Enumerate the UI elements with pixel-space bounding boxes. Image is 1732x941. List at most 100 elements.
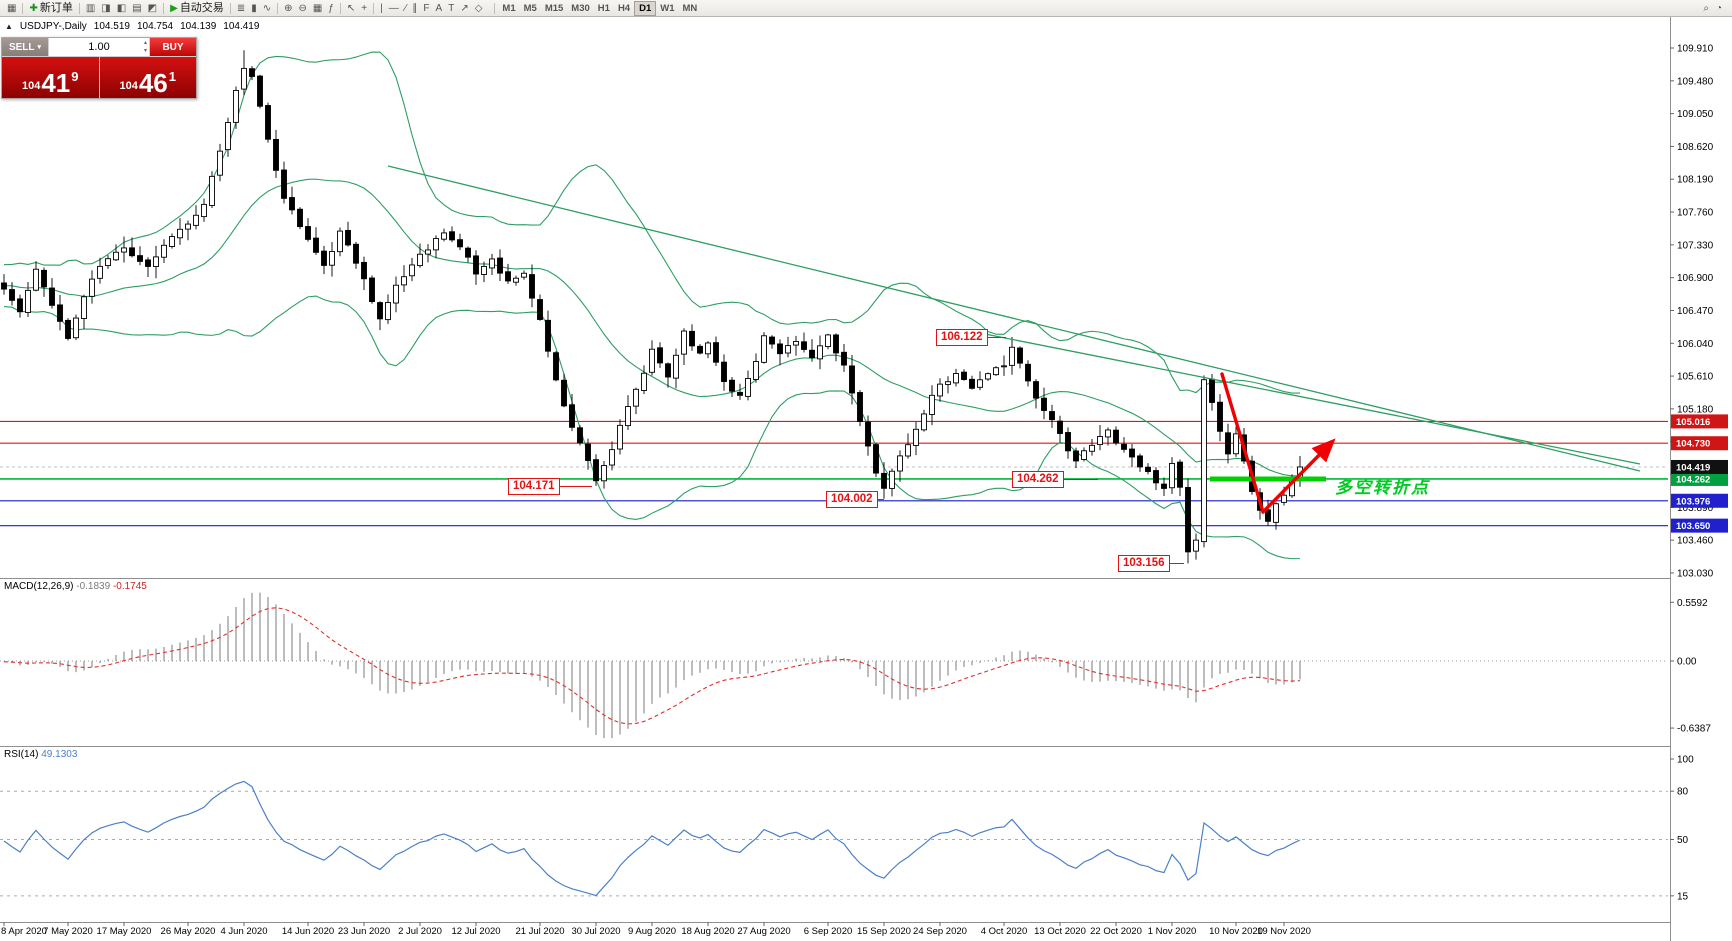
fibonacci-button[interactable]: F xyxy=(420,1,432,16)
horizontal-line-button[interactable]: — xyxy=(386,1,402,16)
candle-body xyxy=(113,251,119,261)
price-tick-label: 109.480 xyxy=(1677,76,1714,87)
search-icon[interactable]: ⌕ xyxy=(1703,2,1709,14)
buy-button[interactable]: BUY xyxy=(150,38,196,56)
candle-body xyxy=(633,388,639,407)
data-window-button[interactable]: ◨ xyxy=(98,1,113,16)
grid-button[interactable]: ▦ xyxy=(310,1,325,16)
main-toolbar: ▦ ✚ 新订单 ▥ ◨ ◧ ▤ ◩ ▶ 自动交易 ≣ ▮ ∿ ⊕ ⊖ ▦ ƒ ↖ + | — ∕ ∥ F A T ↗ ◇ M1 M5 M1… xyxy=(0,0,1732,17)
autotrading-button[interactable]: ▶ 自动交易 xyxy=(167,1,227,16)
macd-indicator-label: MACD(12,26,9) -0.1839 -0.1745 xyxy=(4,581,147,592)
strategy-tester-button[interactable]: ◩ xyxy=(145,1,160,16)
candle-body xyxy=(977,379,983,388)
price-callout[interactable]: 104.262 xyxy=(1012,471,1064,488)
vertical-line-button[interactable]: | xyxy=(377,1,386,16)
timeframe-m5-button[interactable]: M5 xyxy=(523,2,537,14)
price-badge xyxy=(1671,493,1728,508)
new-chart-button[interactable]: ▦ xyxy=(4,1,19,16)
candle-body xyxy=(529,274,535,299)
price-badge-label: 104.262 xyxy=(1676,474,1710,485)
date-tick-label: 19 Nov 2020 xyxy=(1257,926,1311,937)
line-chart-button[interactable]: ∿ xyxy=(260,1,274,16)
rsi-scale-label: 50 xyxy=(1677,835,1689,846)
date-tick-label: 23 Jun 2020 xyxy=(338,926,390,937)
timeframe-m1-button[interactable]: M1 xyxy=(502,2,516,14)
price-scale-drag-area[interactable] xyxy=(1670,17,1732,922)
price-callout[interactable]: 106.122 xyxy=(936,329,988,346)
arrow-object[interactable] xyxy=(1220,372,1265,514)
bar-chart-button[interactable]: ≣ xyxy=(234,1,248,16)
turning-point-annotation[interactable]: 多空转折点 xyxy=(1335,478,1430,497)
navigator-button[interactable]: ◧ xyxy=(114,1,129,16)
candle-body xyxy=(1201,379,1207,543)
lot-size-input[interactable]: 1.00 ▴ ▾ xyxy=(48,38,150,56)
trendline-object[interactable] xyxy=(984,333,1641,465)
candlestick-chart-button[interactable]: ▮ xyxy=(248,1,260,16)
rsi-indicator-label: RSI(14) 49.1303 xyxy=(4,749,77,760)
arrow-tool-button[interactable]: ↗ xyxy=(457,1,471,16)
candle-body xyxy=(921,413,927,431)
candle-body xyxy=(1145,466,1151,472)
cursor-button[interactable]: ↖ xyxy=(344,1,358,16)
shapes-icon: ◇ xyxy=(474,2,483,14)
toolbar-separator xyxy=(163,2,165,14)
crosshair-button[interactable]: + xyxy=(358,1,370,16)
equidistant-channel-button[interactable]: ∥ xyxy=(409,1,420,16)
timeframe-h1-button[interactable]: H1 xyxy=(597,2,610,14)
timeframe-m30-button[interactable]: M30 xyxy=(571,2,590,14)
toolbar-separator xyxy=(339,2,341,14)
zoom-out-button[interactable]: ⊖ xyxy=(296,1,310,16)
trendline-object[interactable] xyxy=(387,165,1641,472)
timeframe-m15-button[interactable]: M15 xyxy=(544,2,564,14)
terminal-button[interactable]: ▤ xyxy=(129,1,144,16)
timeframe-mn-button[interactable]: MN xyxy=(682,2,698,14)
lot-stepper[interactable]: ▴ ▾ xyxy=(144,39,147,55)
buy-price-display[interactable]: 104 46 1 xyxy=(99,57,196,98)
callout-tail-line xyxy=(1064,479,1098,480)
text-button[interactable]: A xyxy=(433,1,446,16)
candle-body xyxy=(1113,429,1119,444)
zoom-in-button[interactable]: ⊕ xyxy=(281,1,295,16)
chart-plot-area[interactable] xyxy=(0,17,1668,922)
price-callout[interactable]: 104.171 xyxy=(508,478,560,495)
timeframe-h4-button[interactable]: H4 xyxy=(617,2,631,14)
timeframe-w1-button[interactable]: W1 xyxy=(660,2,675,14)
date-tick-label: 4 Oct 2020 xyxy=(981,926,1027,937)
candle-body xyxy=(265,105,271,140)
candle-body xyxy=(385,302,391,321)
text-label-button[interactable]: T xyxy=(445,1,457,16)
stepper-up-icon[interactable]: ▴ xyxy=(143,40,147,46)
candle-body xyxy=(401,276,407,286)
candle-body xyxy=(201,203,207,218)
arrow-object[interactable] xyxy=(1261,438,1336,514)
time-scale-drag-area[interactable] xyxy=(0,922,1732,941)
data-window-icon: ◨ xyxy=(101,2,111,14)
price-callout[interactable]: 103.156 xyxy=(1118,555,1170,572)
date-tick-label: 9 Aug 2020 xyxy=(628,926,676,937)
candle-body xyxy=(1265,509,1271,522)
shapes-button[interactable]: ◇ xyxy=(472,1,486,16)
timeframe-d1-button[interactable]: D1 xyxy=(634,0,657,16)
trendline-button[interactable]: ∕ xyxy=(402,1,410,16)
sell-button[interactable]: SELL ▾ xyxy=(2,38,48,56)
indicators-list-button[interactable]: ƒ xyxy=(325,1,337,16)
candle-body xyxy=(993,367,999,376)
sell-price-display[interactable]: 104 41 9 xyxy=(2,57,100,98)
callout-tail-line xyxy=(560,486,592,487)
candle-body xyxy=(1129,448,1135,458)
stepper-down-icon[interactable]: ▾ xyxy=(143,48,147,54)
candle-body xyxy=(1153,470,1159,484)
candle-body xyxy=(361,261,367,280)
price-badge-label: 103.650 xyxy=(1676,521,1710,532)
market-watch-icon: ▥ xyxy=(85,2,96,14)
candle-body xyxy=(1121,443,1127,450)
candle-body xyxy=(233,89,239,123)
new-order-button[interactable]: ✚ 新订单 xyxy=(26,1,75,16)
candle-body xyxy=(825,334,831,348)
date-tick-label: 27 Aug 2020 xyxy=(737,926,790,937)
market-watch-button[interactable]: ▥ xyxy=(83,1,98,16)
price-callout[interactable]: 104.002 xyxy=(826,491,878,508)
clock-icon[interactable]: ◔ xyxy=(1715,2,1722,14)
candle-body xyxy=(345,229,351,246)
